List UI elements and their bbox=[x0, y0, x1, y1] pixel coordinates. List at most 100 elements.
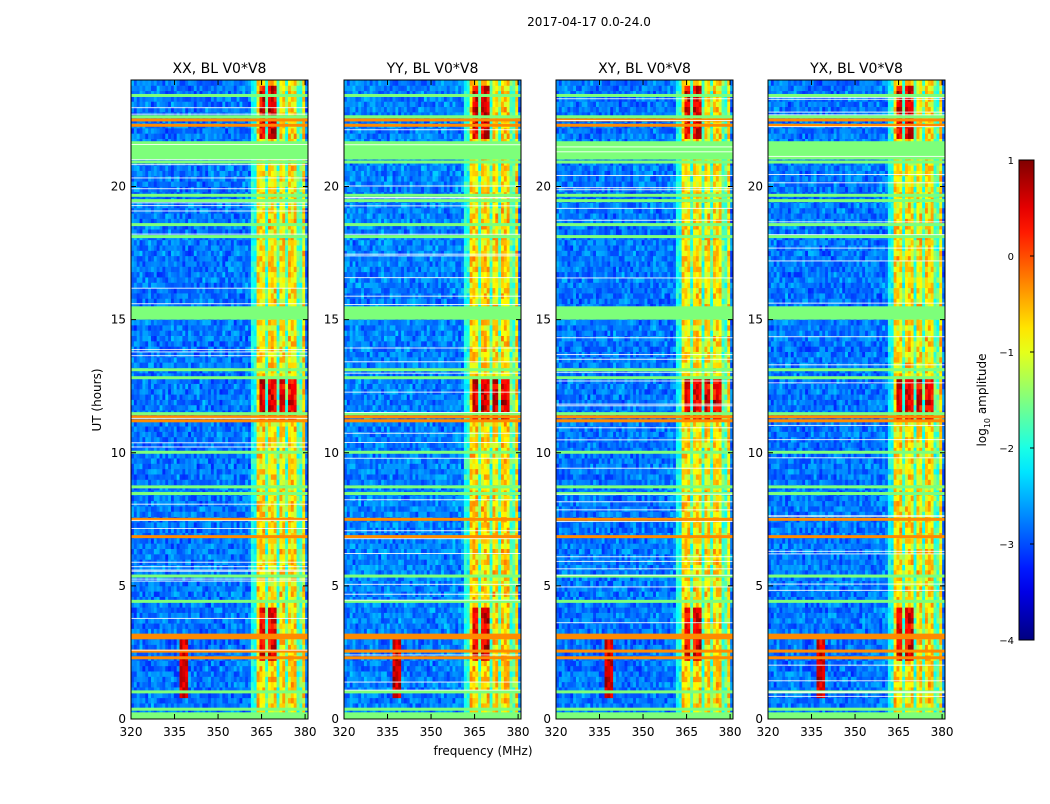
heatmap-cell bbox=[265, 623, 268, 629]
heatmap-cell bbox=[202, 682, 205, 688]
heatmap-cell bbox=[294, 676, 297, 682]
heatmap-cell bbox=[257, 660, 260, 666]
heatmap-cell bbox=[291, 644, 294, 650]
heatmap-cell bbox=[168, 698, 171, 704]
heatmap-cell bbox=[191, 671, 194, 677]
heatmap-cell bbox=[279, 639, 282, 645]
heatmap-cell bbox=[277, 671, 280, 677]
heatmap-cell bbox=[145, 671, 148, 677]
heatmap-cell bbox=[194, 682, 197, 688]
heatmap-cell bbox=[142, 676, 145, 682]
heatmap-cell bbox=[205, 671, 208, 677]
heatmap-cell bbox=[285, 613, 288, 619]
heatmap-cell bbox=[165, 671, 168, 677]
heatmap-cell bbox=[228, 644, 231, 650]
heatmap-cell bbox=[220, 628, 223, 634]
heatmap-cell bbox=[182, 623, 185, 629]
heatmap-cell bbox=[200, 613, 203, 619]
heatmap-cell bbox=[262, 666, 265, 672]
heatmap-cell bbox=[171, 682, 174, 688]
heatmap-cell bbox=[214, 682, 217, 688]
heatmap-cell bbox=[191, 613, 194, 619]
heatmap-cell bbox=[225, 698, 228, 704]
heatmap-cell bbox=[228, 666, 231, 672]
heatmap-cell bbox=[257, 676, 260, 682]
heatmap-cell bbox=[157, 613, 160, 619]
heatmap-cell bbox=[157, 671, 160, 677]
heatmap-cell bbox=[185, 676, 188, 682]
heatmap-cell bbox=[288, 644, 291, 650]
heatmap-cell bbox=[239, 613, 242, 619]
heatmap-cell bbox=[205, 613, 208, 619]
heatmap-cell bbox=[180, 671, 183, 677]
heatmap-cell bbox=[157, 628, 160, 634]
heatmap-cell bbox=[297, 644, 300, 650]
heatmap-cell bbox=[259, 607, 262, 613]
heatmap-cell bbox=[237, 623, 240, 629]
heatmap-cell bbox=[299, 639, 302, 645]
heatmap-cell bbox=[140, 671, 143, 677]
heatmap-cell bbox=[137, 682, 140, 688]
heatmap-cell bbox=[200, 676, 203, 682]
heatmap-cell bbox=[302, 613, 305, 619]
heatmap-cell bbox=[151, 666, 154, 672]
heatmap-cell bbox=[225, 613, 228, 619]
heatmap-cell bbox=[282, 628, 285, 634]
heatmap-cell bbox=[225, 639, 228, 645]
heatmap-cell bbox=[297, 660, 300, 666]
heatmap-cell bbox=[191, 666, 194, 672]
heatmap-cell bbox=[185, 660, 188, 666]
heatmap-cell bbox=[285, 628, 288, 634]
heatmap-cell bbox=[285, 660, 288, 666]
heatmap-cell bbox=[154, 676, 157, 682]
heatmap-cell bbox=[191, 639, 194, 645]
heatmap-cell bbox=[279, 644, 282, 650]
heatmap-cell bbox=[211, 666, 214, 672]
heatmap-cell bbox=[251, 639, 254, 645]
heatmap-cell bbox=[171, 671, 174, 677]
heatmap-cell bbox=[168, 607, 171, 613]
heatmap-cell bbox=[205, 666, 208, 672]
heatmap-cell bbox=[282, 644, 285, 650]
heatmap-cell bbox=[302, 607, 305, 613]
heatmap-cell bbox=[137, 644, 140, 650]
heatmap-cell bbox=[257, 623, 260, 629]
heatmap-cell bbox=[285, 644, 288, 650]
heatmap-cell bbox=[274, 660, 277, 666]
heatmap-cell bbox=[185, 628, 188, 634]
heatmap-cell bbox=[277, 628, 280, 634]
heatmap-cell bbox=[202, 607, 205, 613]
heatmap-cell bbox=[174, 682, 177, 688]
heatmap-cell bbox=[234, 613, 237, 619]
heatmap-cell bbox=[188, 682, 191, 688]
heatmap-cell bbox=[262, 607, 265, 613]
heatmap-cell bbox=[211, 682, 214, 688]
heatmap-cell bbox=[145, 639, 148, 645]
heatmap-cell bbox=[294, 613, 297, 619]
heatmap-cell bbox=[277, 607, 280, 613]
heatmap-cell bbox=[268, 644, 271, 650]
heatmap-cell bbox=[239, 666, 242, 672]
heatmap-cell bbox=[140, 676, 143, 682]
heatmap-cell bbox=[288, 660, 291, 666]
heatmap-cell bbox=[294, 623, 297, 629]
heatmap-cell bbox=[302, 671, 305, 677]
heatmap-cell bbox=[257, 607, 260, 613]
heatmap-cell bbox=[214, 666, 217, 672]
heatmap-cell bbox=[177, 623, 180, 629]
heatmap-cell bbox=[174, 644, 177, 650]
heatmap-cell bbox=[225, 644, 228, 650]
heatmap-cell bbox=[174, 613, 177, 619]
heatmap-cell bbox=[160, 666, 163, 672]
heatmap-cell bbox=[202, 698, 205, 704]
heatmap-cell bbox=[268, 639, 271, 645]
figure: 2017-04-17 0.0-24.0 XX, BL V0*V8320 335 35… bbox=[0, 0, 1050, 800]
heatmap-cell bbox=[262, 628, 265, 634]
heatmap-cell bbox=[257, 613, 260, 619]
heatmap-cell bbox=[162, 676, 165, 682]
heatmap-cell bbox=[157, 639, 160, 645]
heatmap-cell bbox=[177, 613, 180, 619]
heatmap-cell bbox=[282, 682, 285, 688]
heatmap-cell bbox=[208, 639, 211, 645]
heatmap-cell bbox=[231, 698, 234, 704]
